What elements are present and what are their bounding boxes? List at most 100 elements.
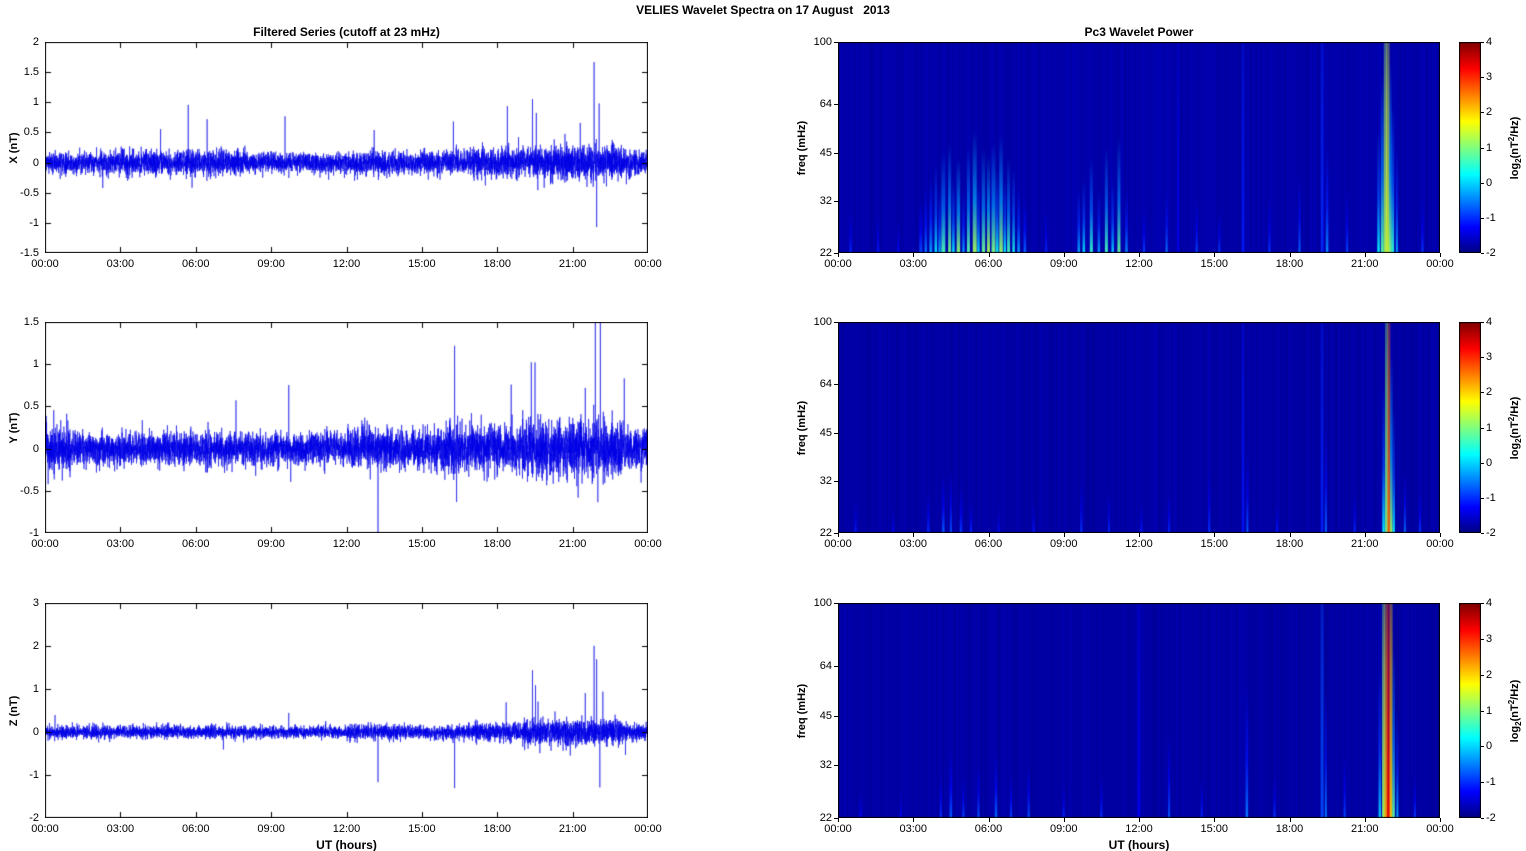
- xtick-spec-z-7: 21:00: [1350, 823, 1379, 835]
- xtick-spec-x-5: 15:00: [1200, 258, 1229, 270]
- ytickmark-spec-x-1: [834, 104, 838, 106]
- xtick-spec-x-4: 12:00: [1125, 258, 1153, 270]
- xtick-spec-y-7: 21:00: [1350, 538, 1379, 550]
- xtick-series-z-6: 18:00: [483, 823, 512, 835]
- colorbar-label-part: (nT: [1509, 420, 1521, 438]
- colorbar-label-part: log: [1509, 162, 1521, 179]
- xtick-spec-z-4: 12:00: [1125, 823, 1153, 835]
- ytick-spec-z-0: 100: [813, 597, 832, 609]
- colorbar-label-part: /Hz): [1509, 396, 1521, 417]
- xtick-series-y-2: 06:00: [181, 538, 210, 550]
- colorbar-tickmark: [1481, 182, 1484, 184]
- colorbar-tickmark: [1481, 782, 1484, 784]
- ytick-series-z-2: 1: [32, 683, 39, 695]
- colorbar-tick-spec-x-5: -1: [1486, 211, 1496, 224]
- xtick-spec-z-3: 09:00: [1049, 823, 1078, 835]
- colorbar-label-spec-y: log2(nT2/Hz): [1507, 396, 1523, 459]
- colorbar-tick-spec-y-3: 1: [1486, 421, 1493, 434]
- xtick-series-x-6: 18:00: [483, 258, 512, 270]
- xtickmark-spec-y-6: [1289, 533, 1291, 537]
- colorbar-tickmark: [1481, 462, 1484, 464]
- xlabel-spec-z: UT (hours): [1108, 838, 1170, 851]
- xtick-series-z-5: 15:00: [408, 823, 436, 835]
- colorbar-tick-spec-z-6: -2: [1486, 812, 1496, 824]
- xtick-series-x-0: 00:00: [31, 258, 59, 270]
- xtickmark-spec-z-1: [913, 818, 915, 822]
- xtick-series-y-8: 00:00: [634, 538, 662, 550]
- xtick-spec-x-1: 03:00: [899, 258, 928, 270]
- xtickmark-spec-z-6: [1289, 818, 1291, 822]
- colorbar-tick-spec-y-0: 4: [1486, 316, 1493, 328]
- colorbar-tick-spec-z-4: 0: [1486, 740, 1493, 753]
- colorbar-spec-x-canvas: [1459, 42, 1481, 253]
- xtick-series-x-7: 21:00: [558, 258, 587, 270]
- xtick-spec-z-1: 03:00: [899, 823, 928, 835]
- ytick-spec-z-3: 32: [819, 758, 832, 771]
- ylabel-spec-x: freq (mHz): [796, 120, 808, 175]
- ytickmark-spec-z-2: [834, 716, 838, 718]
- ytick-spec-x-0: 100: [813, 36, 832, 48]
- xtick-spec-x-3: 09:00: [1049, 258, 1078, 270]
- ytick-spec-y-4: 22: [819, 527, 832, 539]
- xtick-spec-x-2: 06:00: [974, 258, 1003, 270]
- timeseries-series-y-canvas: [45, 322, 648, 533]
- colorbar-label-spec-x: log2(nT2/Hz): [1507, 116, 1523, 179]
- ylabel-spec-y: freq (mHz): [796, 400, 808, 455]
- colorbar-tickmark: [1481, 77, 1484, 79]
- colorbar-label-part: 2: [1514, 437, 1523, 443]
- xtickmark-spec-y-5: [1214, 533, 1216, 537]
- colorbar-tickmark: [1481, 533, 1484, 534]
- colorbar-tick-spec-y-5: -1: [1486, 491, 1496, 504]
- figure-title: VELIES Wavelet Spectra on 17 August 2013: [636, 3, 890, 17]
- colorbar-tick-spec-z-0: 4: [1486, 597, 1493, 609]
- ytickmark-spec-z-3: [834, 764, 838, 766]
- xtick-spec-z-2: 06:00: [974, 823, 1003, 835]
- colorbar-tickmark: [1481, 497, 1484, 499]
- colorbar-spec-z-canvas: [1459, 603, 1481, 818]
- ytick-series-x-6: -1: [29, 216, 39, 229]
- colorbar-tick-spec-y-2: 2: [1486, 386, 1493, 399]
- ytick-series-y-3: 0: [32, 442, 39, 455]
- colorbar-tick-spec-z-5: -1: [1486, 776, 1496, 789]
- xlabel-series-z: UT (hours): [316, 838, 377, 851]
- panel-title-series-x: Filtered Series (cutoff at 23 mHz): [253, 25, 440, 39]
- panel-title-spec-x: Pc3 Wavelet Power: [1084, 25, 1194, 39]
- xtickmark-spec-x-8: [1440, 253, 1441, 257]
- ytick-series-z-0: 3: [32, 597, 39, 609]
- colorbar-tickmark: [1481, 638, 1484, 640]
- ytick-spec-z-2: 45: [819, 710, 832, 723]
- ytickmark-spec-y-2: [834, 433, 838, 435]
- xtick-series-y-5: 15:00: [408, 538, 436, 550]
- colorbar-tickmark: [1481, 112, 1484, 114]
- colorbar-tickmark: [1481, 392, 1484, 394]
- xtick-series-z-3: 09:00: [257, 823, 285, 835]
- ytick-series-y-1: 1: [32, 358, 39, 371]
- xtickmark-spec-y-8: [1440, 533, 1441, 537]
- xtickmark-spec-z-7: [1364, 818, 1366, 822]
- colorbar-tick-spec-x-2: 2: [1486, 106, 1493, 119]
- colorbar-label-part: /Hz): [1509, 116, 1521, 137]
- ytickmark-spec-z-4: [834, 818, 838, 819]
- xtickmark-spec-z-2: [988, 818, 990, 822]
- xtickmark-spec-z-4: [1139, 818, 1140, 822]
- colorbar-tick-spec-z-2: 2: [1486, 668, 1493, 681]
- colorbar-tickmark: [1481, 217, 1484, 219]
- xtickmark-spec-y-1: [913, 533, 915, 537]
- ytick-series-x-5: -0.5: [20, 186, 39, 199]
- ytickmark-spec-z-0: [834, 603, 838, 604]
- xtick-series-x-2: 06:00: [181, 258, 210, 270]
- xtick-spec-x-6: 18:00: [1275, 258, 1304, 270]
- xtick-series-x-8: 00:00: [634, 258, 662, 270]
- colorbar-tickmark: [1481, 253, 1484, 254]
- xtickmark-spec-x-0: [838, 253, 839, 257]
- ytick-series-x-3: 0.5: [23, 126, 39, 139]
- colorbar-tick-spec-z-1: 3: [1486, 632, 1493, 645]
- xtick-spec-y-6: 18:00: [1275, 538, 1304, 550]
- xtickmark-spec-x-3: [1063, 253, 1065, 257]
- xtickmark-spec-y-0: [838, 533, 839, 537]
- ytick-series-y-2: 0.5: [23, 400, 39, 413]
- xtick-series-y-3: 09:00: [257, 538, 285, 550]
- xtickmark-spec-z-3: [1063, 818, 1065, 822]
- xtick-series-y-1: 03:00: [106, 538, 135, 550]
